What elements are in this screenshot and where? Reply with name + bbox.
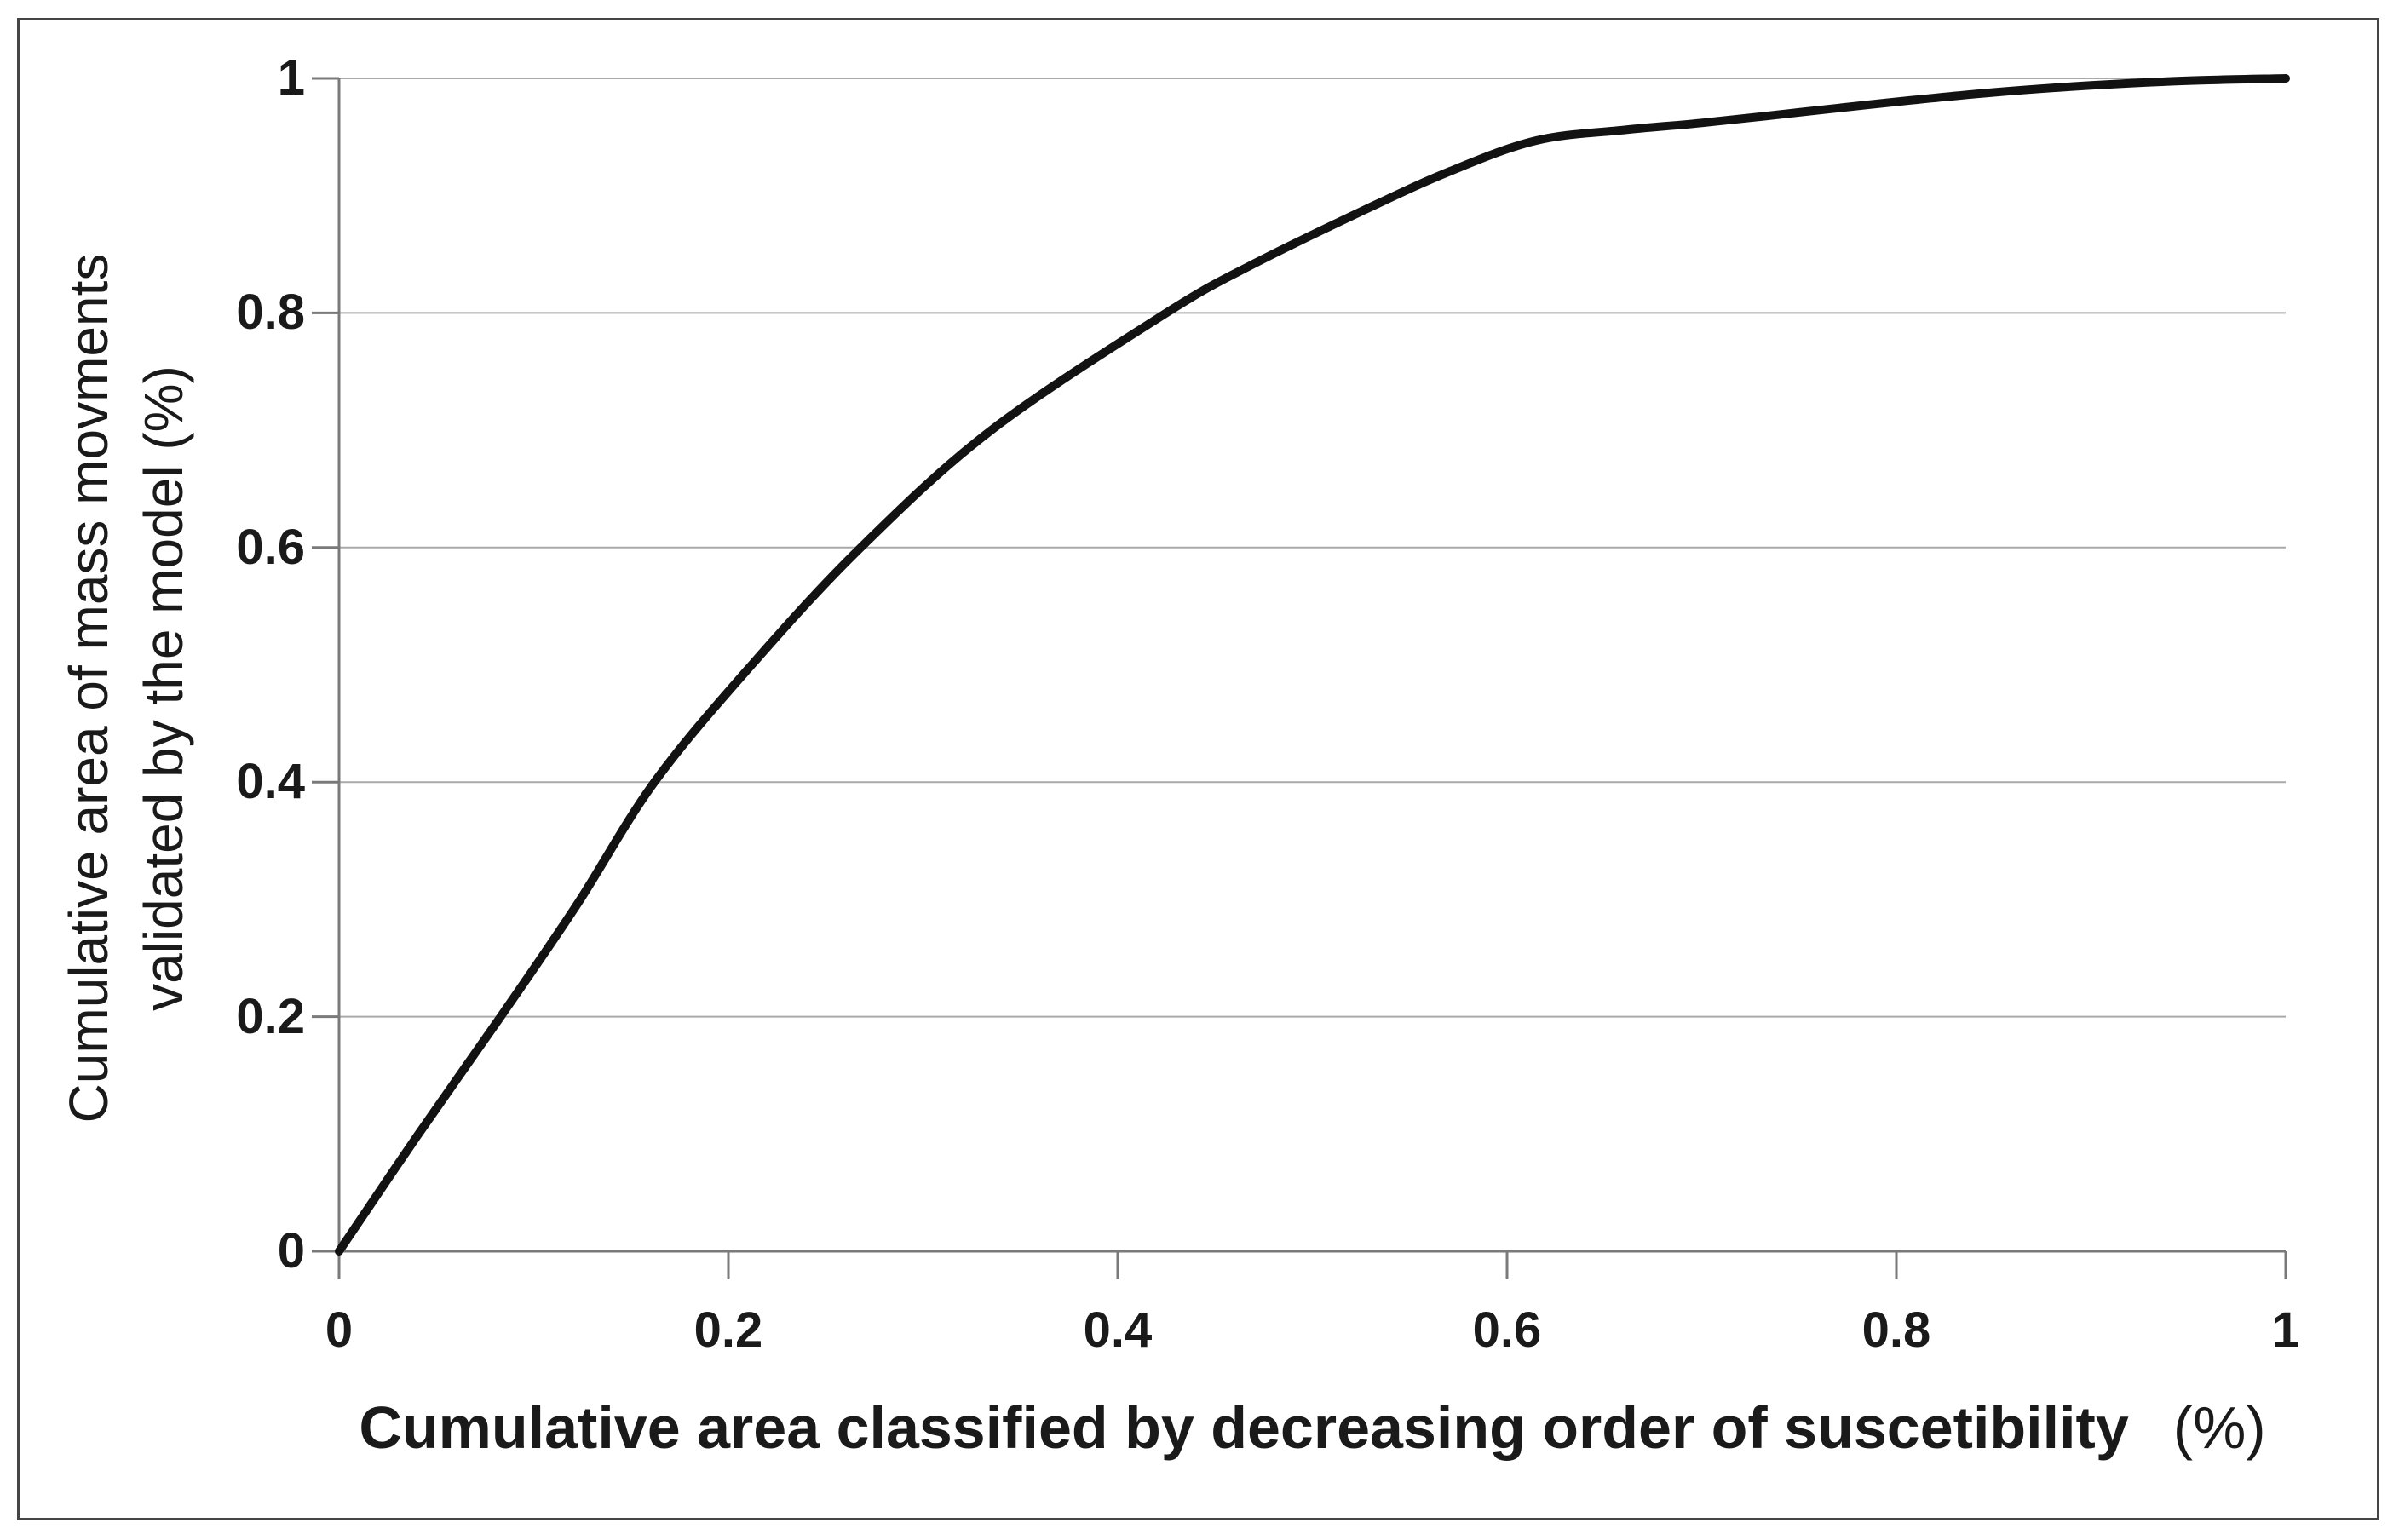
y-axis-title: Cumulative area of mass movments validat… <box>51 49 208 1327</box>
y-axis-title-line1: Cumulative area of mass movments <box>58 253 119 1123</box>
y-axis-title-line2: validated by the model (%) <box>133 365 194 1011</box>
y-axis-tick-label-0.8: 0.8 <box>236 284 305 340</box>
x-axis-tick-label-0.6: 0.6 <box>1472 1302 1542 1358</box>
x-axis-title-text: Cumulative area classified by decreasing… <box>359 1394 2129 1461</box>
y-axis-tick-label-0.2: 0.2 <box>236 989 305 1044</box>
success-rate-curve <box>335 74 2290 1256</box>
y-axis-tick-label-0.6: 0.6 <box>236 520 305 575</box>
x-axis-tick-label-0.8: 0.8 <box>1861 1302 1931 1358</box>
y-axis-tick-label-1: 1 <box>277 50 305 106</box>
x-axis-tick-label-1: 1 <box>2271 1302 2300 1358</box>
y-axis-tick-label-0: 0 <box>277 1223 305 1279</box>
figure-border <box>17 18 2379 1520</box>
x-axis-title: Cumulative area classified by decreasing… <box>339 1392 2286 1463</box>
x-axis-tick-label-0.4: 0.4 <box>1083 1302 1153 1358</box>
x-axis-title-unit: (%) <box>2172 1394 2266 1461</box>
y-axis-tick-label-0.4: 0.4 <box>236 754 305 809</box>
x-axis-tick-label-0: 0 <box>325 1302 354 1358</box>
x-axis-tick-label-0.2: 0.2 <box>693 1302 763 1358</box>
